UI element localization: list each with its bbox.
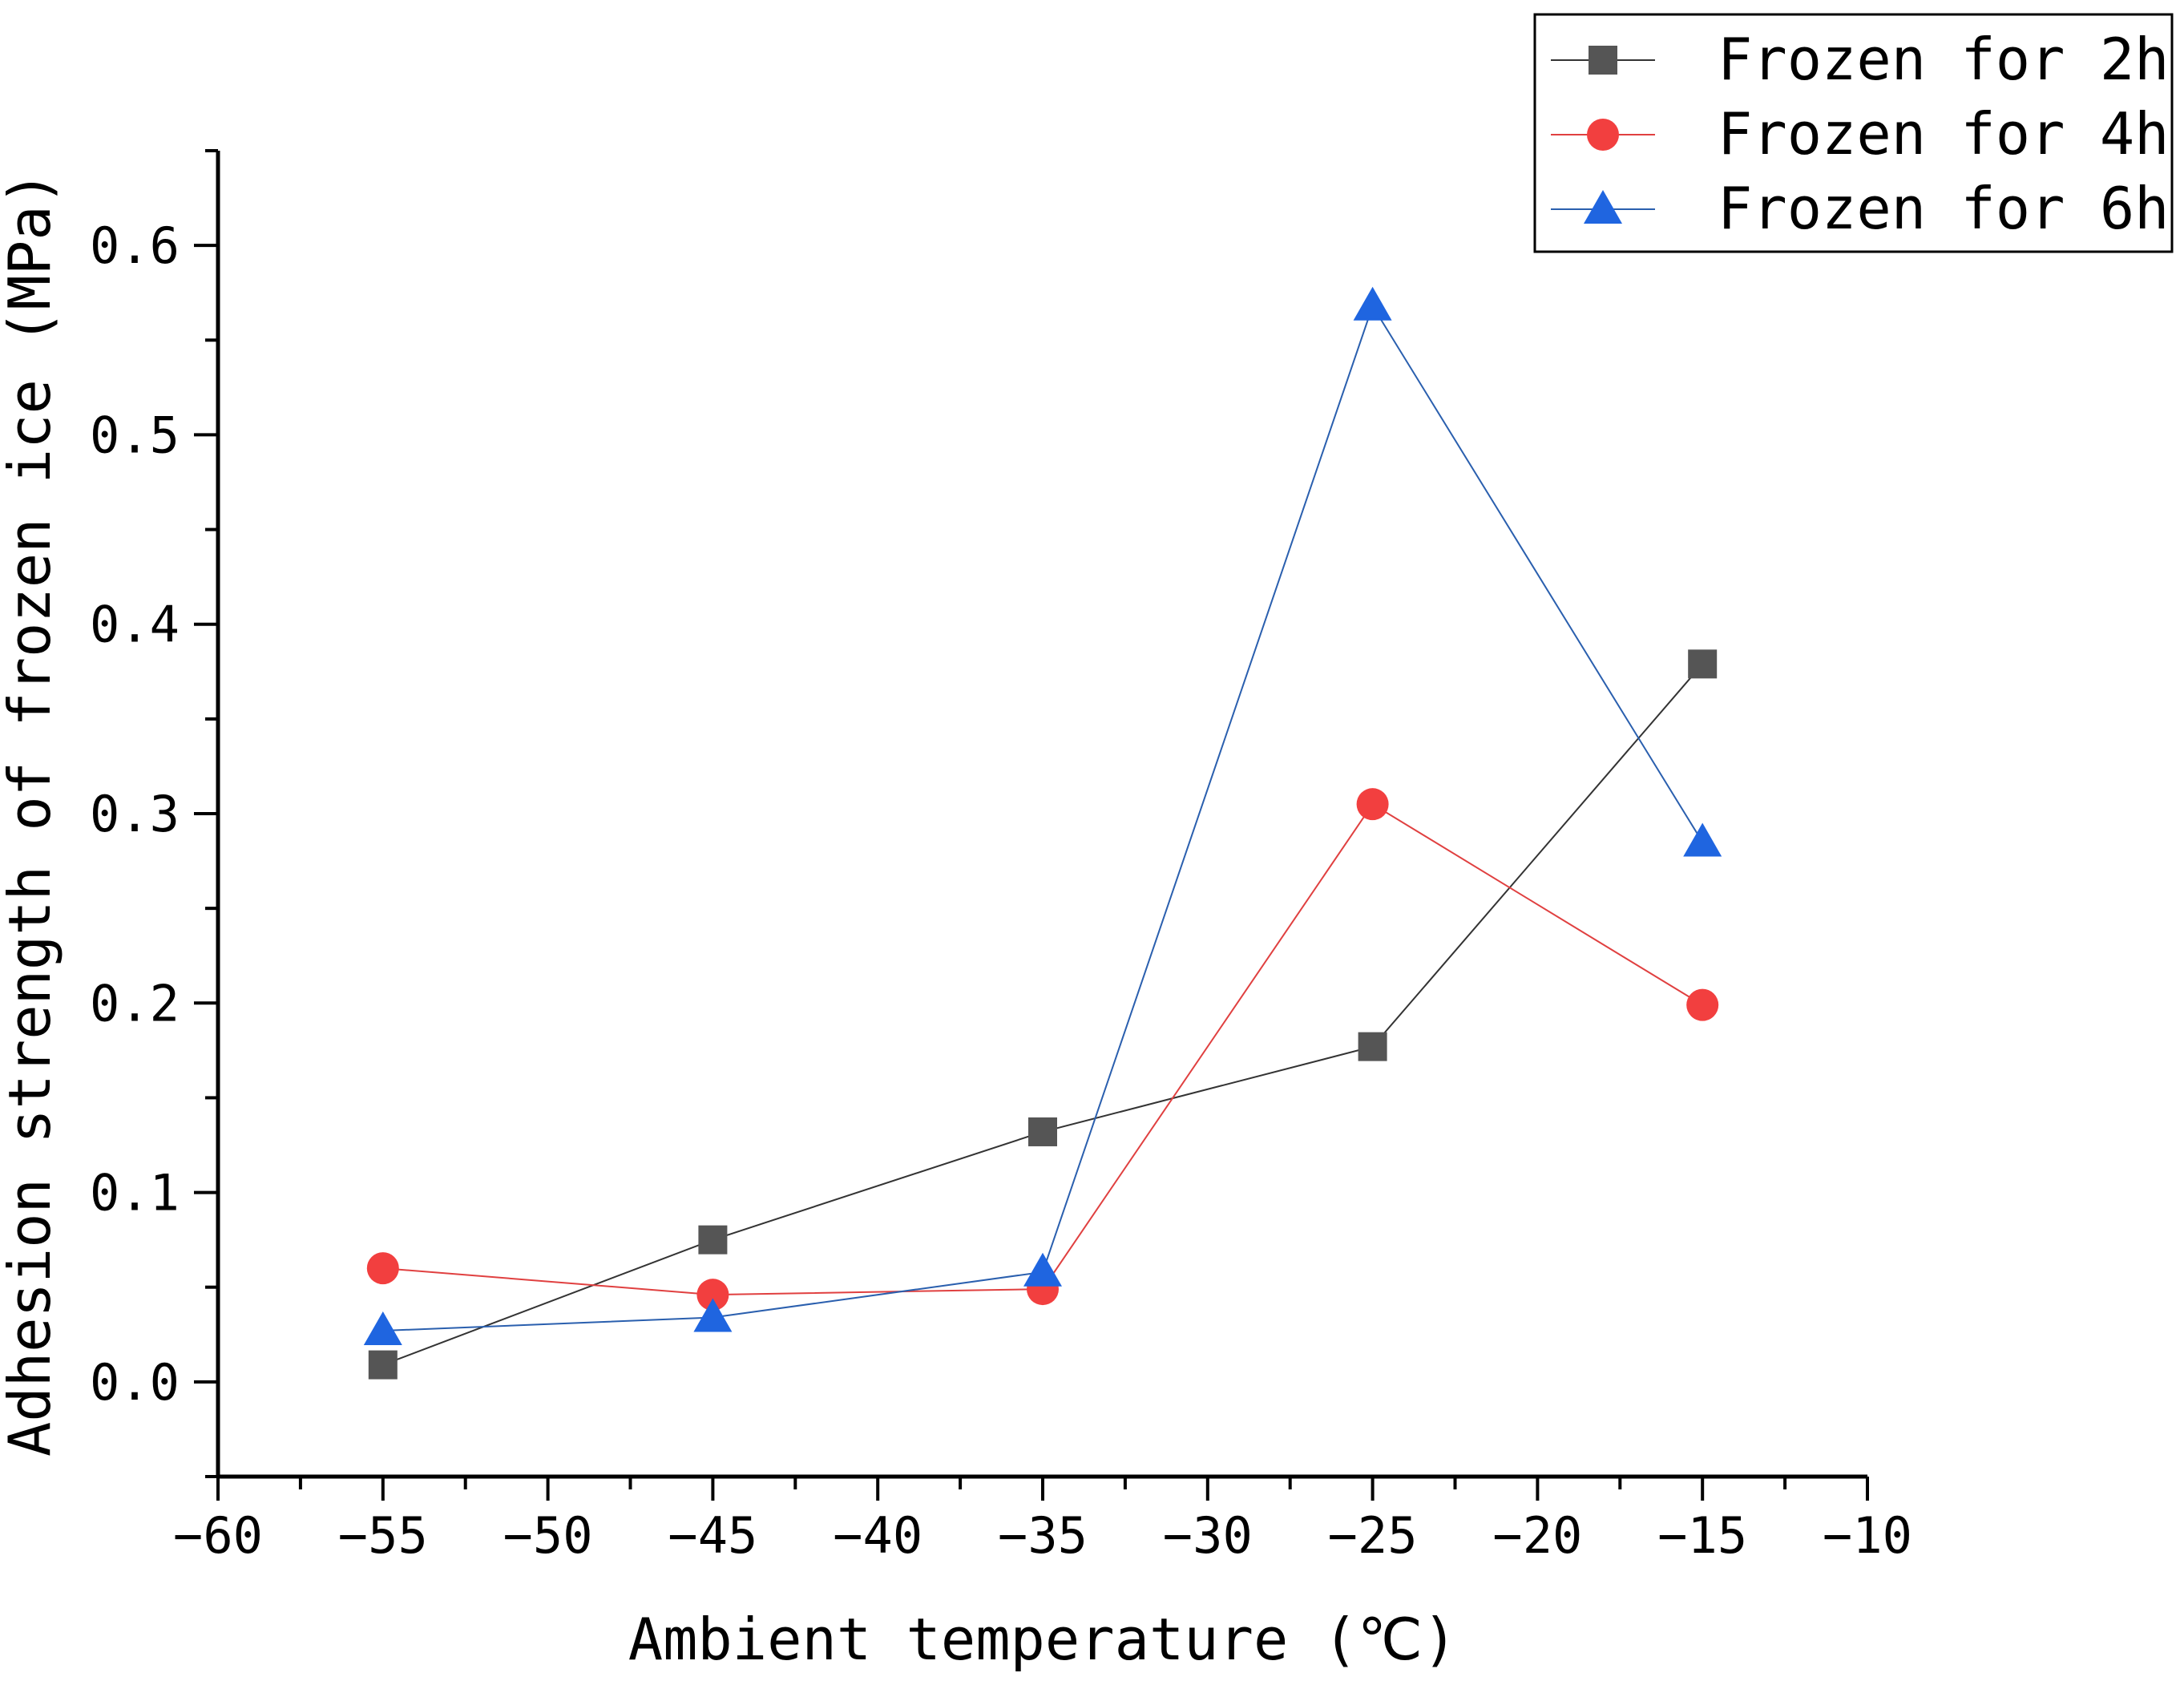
x-tick-label: −25 [1328,1506,1418,1565]
legend-item-1: Frozen for 2h [1551,26,2170,93]
x-tick-label: −20 [1492,1506,1582,1565]
series-2 [366,788,1719,1311]
data-point [696,1279,729,1311]
data-point [1023,1252,1062,1287]
legend-box [1533,13,2174,253]
x-tick-label: −45 [668,1506,757,1565]
series-layer [363,286,1722,1380]
data-point [368,1350,398,1380]
axes: −60 −55 −50 −45 −40 −35 −30 −25 −20 −15 −10 0.0 0.1 0… [0,149,1912,1673]
y-tick-label: 0.0 [90,1353,180,1412]
legend-marker [1589,46,1617,75]
series-3 [363,286,1722,1346]
data-point [1686,988,1719,1021]
legend-item-3: Frozen for 6h [1551,175,2170,242]
y-tick-label: 0.4 [90,596,180,654]
legend: Frozen for 2h Frozen for 4h Frozen for 6h [1533,13,2174,253]
y-tick-label: 0.1 [90,1164,180,1222]
legend-marker [1587,119,1619,151]
y-axis-title: Adhesion strength of frozen ice (MPa) [0,171,63,1457]
data-point [363,1311,402,1346]
x-tick-label: −15 [1657,1506,1747,1565]
y-tick-label: 0.5 [90,406,180,464]
series-line [382,802,1703,1296]
y-tick-label: 0.6 [90,216,180,275]
legend-label: Frozen for 2h [1718,26,2170,93]
legend-item-2: Frozen for 4h [1551,100,2170,168]
x-tick-label: −10 [1823,1506,1912,1565]
y-tick-label: 0.3 [90,785,180,843]
data-point [1353,286,1392,321]
data-point [698,1225,728,1255]
x-tick-label: −35 [998,1506,1088,1565]
data-point [1356,788,1389,821]
data-point [1028,1117,1057,1146]
legend-marker [1584,190,1622,224]
data-point [366,1252,399,1285]
x-axis-title: Ambient temperature (℃) [628,1606,1458,1673]
x-tick-label: −60 [173,1506,263,1565]
data-point [1683,822,1722,857]
series-1 [368,649,1718,1380]
data-point [1358,1032,1387,1061]
x-tick-label: −40 [833,1506,922,1565]
data-point [1688,649,1718,679]
data-point [693,1298,733,1332]
legend-label: Frozen for 6h [1718,175,2170,242]
x-tick-label: −30 [1163,1506,1253,1565]
series-line [382,304,1704,1332]
legend-label: Frozen for 4h [1718,100,2170,168]
y-tick-label: 0.2 [90,974,180,1032]
x-tick-label: −55 [338,1506,428,1565]
x-tick-label: −50 [503,1506,593,1565]
